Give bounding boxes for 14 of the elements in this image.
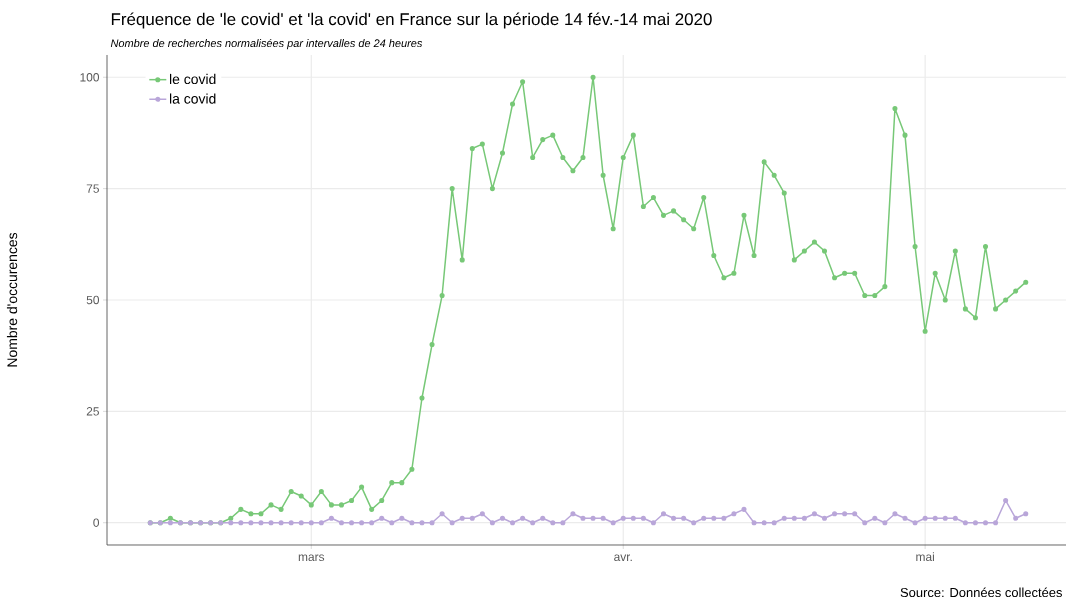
y-tick-label: 100 xyxy=(80,72,100,82)
y-tick-label: 75 xyxy=(86,184,99,193)
x-tick-label: avr. xyxy=(614,554,632,561)
y-tick-label: 25 xyxy=(86,406,99,416)
y-tick-label: 0 xyxy=(93,518,100,527)
chart-title: Fréquence de 'le covid' et 'la covid' en France sur la période 14 fév.-14 mai 2020 xyxy=(111,12,712,29)
legend-label: le covid xyxy=(169,73,216,84)
x-tick-label: mars xyxy=(298,554,325,561)
source-note: Source: Données collectées xyxy=(900,587,1062,597)
y-tick-label: 50 xyxy=(86,295,100,304)
y-axis-title: Nombre d'occurences xyxy=(6,232,18,367)
chart-subtitle: Nombre de recherches normalisées par intervalles de 24 heures xyxy=(110,38,423,50)
legend-label: la covid xyxy=(169,93,216,104)
x-tick-label: mai xyxy=(916,552,934,561)
